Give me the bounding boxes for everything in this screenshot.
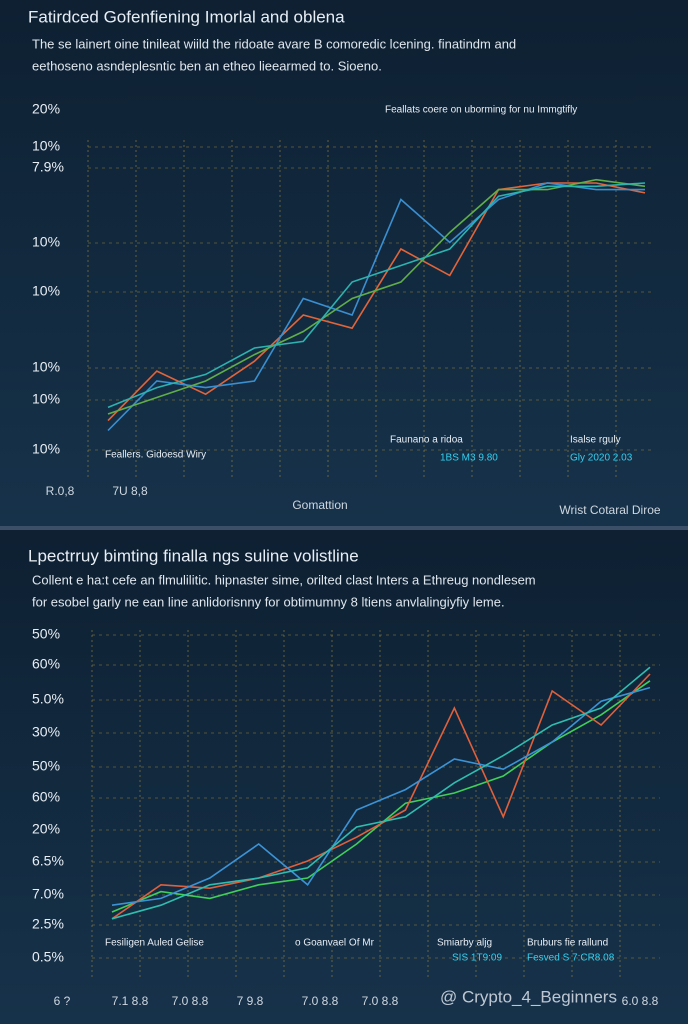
x-label: 7.0 8.8 <box>302 994 339 1008</box>
y-label: 10% <box>32 234 60 250</box>
y-label: 50% <box>32 758 60 774</box>
y-label: 7.9% <box>32 159 64 175</box>
data-line <box>107 178 646 415</box>
data-line <box>111 666 651 920</box>
y-label: 20% <box>32 101 60 117</box>
annotation: Isalse rguly <box>570 435 621 446</box>
subtitle: eethoseno asndeplesntic ben an etheo lie… <box>32 58 382 73</box>
x-label: 7.0 8.8 <box>172 994 209 1008</box>
annotation: 1BS M3 9.80 <box>440 453 498 464</box>
x-label: 7U 8,8 <box>112 484 148 498</box>
annotation: Smiarby aljg <box>437 938 492 949</box>
annotation: Faunano a ridoa <box>390 435 463 446</box>
data-line <box>107 182 646 409</box>
subtitle: for esobel garly ne ean line anlidorisnn… <box>32 594 505 609</box>
y-label: 10% <box>32 138 60 154</box>
y-label: 10% <box>32 391 60 407</box>
x-label: Gomattion <box>292 498 347 512</box>
x-label: Wrist Cotaral Diroe <box>559 503 660 517</box>
y-label: 60% <box>32 789 60 805</box>
subtitle: Collent e ha:t cefe an flmulilitic. hipn… <box>32 572 536 587</box>
y-label: 20% <box>32 821 60 837</box>
annotation: Gly 2020 2.03 <box>570 453 633 464</box>
y-label: 7.0% <box>32 886 64 902</box>
y-label: 10% <box>32 283 60 299</box>
data-line <box>111 686 651 906</box>
y-label: 0.5% <box>32 949 64 965</box>
x-label: 7.0 8.8 <box>362 994 399 1008</box>
y-label: 10% <box>32 441 60 457</box>
annotation: Fesiligen Auled Gelise <box>105 938 204 949</box>
x-label: 7 9.8 <box>237 994 264 1008</box>
annotation: Feallers. Gidoesd Wiry <box>105 450 206 461</box>
chart-title: Fatirdced Gofenfiening Imorlal and oblen… <box>28 7 345 26</box>
y-label: 50% <box>32 626 60 642</box>
y-label: 30% <box>32 724 60 740</box>
data-line <box>107 182 645 432</box>
y-label: 2.5% <box>32 916 64 932</box>
data-line <box>107 182 646 422</box>
note: Feallats coere on uborming for nu Immgti… <box>385 105 577 116</box>
x-label: R.0,8 <box>46 484 75 498</box>
panel-background <box>0 0 688 526</box>
y-label: 5.0% <box>32 691 64 707</box>
watermark: @ Crypto_4_Beginners <box>440 987 617 1006</box>
annotation: Bruburs fie rallund <box>527 938 608 949</box>
annotation: o Goanvael Of Mr <box>295 938 375 949</box>
subtitle: The se lainert oine tinileat wiild the r… <box>32 36 516 51</box>
y-label: 10% <box>32 359 60 375</box>
y-label: 6.5% <box>32 853 64 869</box>
x-label: 6.0 8.8 <box>622 994 659 1008</box>
annotation: SIS 1T9:09 <box>452 953 502 964</box>
separator <box>0 526 688 530</box>
panel-background <box>0 530 688 1024</box>
y-label: 60% <box>32 656 60 672</box>
chart-title: Lpectrruy bimting finalla ngs suline vol… <box>28 546 359 565</box>
x-label: 6 ? <box>54 994 71 1008</box>
x-label: 7.1 8.8 <box>112 994 149 1008</box>
annotation: Fesved S 7:CR8.08 <box>527 953 615 964</box>
